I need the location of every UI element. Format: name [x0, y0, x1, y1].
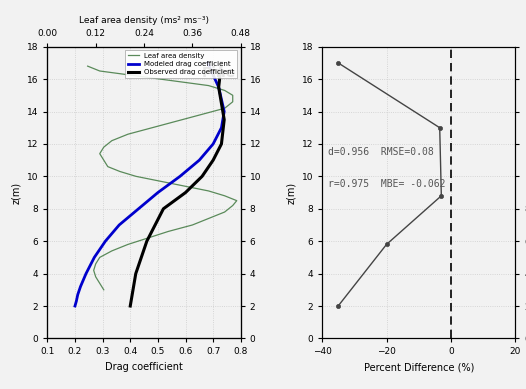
- Modeled drag coefficient: [102, 239, 108, 244]
- Leaf area density: [181, 184, 188, 188]
- Leaf area density: [100, 145, 107, 149]
- Observed drag coefficient: [221, 117, 227, 122]
- Modeled drag coefficient: [75, 293, 81, 297]
- Observed drag coefficient: [218, 142, 225, 146]
- Modeled drag coefficient: [83, 271, 89, 276]
- Leaf area density: [221, 88, 228, 93]
- Observed drag coefficient: [183, 190, 189, 195]
- Modeled drag coefficient: [135, 207, 141, 211]
- X-axis label: Percent Difference (%): Percent Difference (%): [363, 362, 474, 372]
- Leaf area density: [100, 158, 107, 163]
- Legend: Leaf area density, Modeled drag coefficient, Observed drag coefficient: Leaf area density, Modeled drag coeffici…: [125, 50, 237, 78]
- Leaf area density: [97, 255, 103, 260]
- Leaf area density: [173, 119, 179, 124]
- Leaf area density: [234, 198, 240, 203]
- Leaf area density: [105, 164, 111, 169]
- Leaf area density: [165, 229, 171, 234]
- Leaf area density: [133, 174, 139, 179]
- Leaf area density: [189, 223, 196, 227]
- Leaf area density: [221, 106, 228, 110]
- Leaf area density: [157, 179, 164, 184]
- Modeled drag coefficient: [116, 223, 123, 227]
- Leaf area density: [145, 236, 151, 240]
- Leaf area density: [93, 275, 99, 279]
- X-axis label: Drag coefficient: Drag coefficient: [105, 362, 183, 372]
- Text: d=0.956  RMSE=0.08: d=0.956 RMSE=0.08: [328, 147, 434, 157]
- Leaf area density: [109, 249, 115, 253]
- Modeled drag coefficient: [177, 174, 183, 179]
- Leaf area density: [221, 210, 228, 214]
- X-axis label: Leaf area density (ms² ms⁻³): Leaf area density (ms² ms⁻³): [79, 16, 209, 25]
- Leaf area density: [229, 93, 236, 98]
- Line: Observed drag coefficient: Observed drag coefficient: [130, 63, 224, 306]
- Leaf area density: [157, 77, 164, 81]
- Leaf area density: [205, 83, 211, 88]
- Leaf area density: [97, 151, 103, 156]
- Observed drag coefficient: [218, 61, 225, 65]
- Modeled drag coefficient: [73, 299, 79, 303]
- Modeled drag coefficient: [77, 284, 84, 289]
- Leaf area density: [88, 65, 95, 70]
- Leaf area density: [97, 281, 103, 286]
- Modeled drag coefficient: [210, 142, 216, 146]
- Leaf area density: [109, 138, 115, 143]
- Leaf area density: [93, 261, 99, 266]
- Leaf area density: [229, 100, 236, 104]
- Line: Modeled drag coefficient: Modeled drag coefficient: [75, 63, 224, 306]
- Leaf area density: [125, 132, 131, 137]
- Leaf area density: [133, 74, 139, 78]
- Leaf area density: [229, 203, 236, 208]
- Modeled drag coefficient: [72, 304, 78, 308]
- Modeled drag coefficient: [205, 61, 211, 65]
- Y-axis label: z(m): z(m): [11, 182, 21, 203]
- Leaf area density: [125, 242, 131, 247]
- Observed drag coefficient: [160, 207, 167, 211]
- Observed drag coefficient: [133, 271, 139, 276]
- Leaf area density: [109, 70, 115, 75]
- Leaf area density: [117, 169, 123, 174]
- Leaf area density: [90, 268, 97, 273]
- Modeled drag coefficient: [196, 158, 203, 163]
- Leaf area density: [205, 189, 211, 193]
- Leaf area density: [85, 64, 91, 68]
- Leaf area density: [97, 69, 103, 74]
- Modeled drag coefficient: [218, 125, 225, 130]
- Modeled drag coefficient: [216, 85, 222, 89]
- Y-axis label: z(m): z(m): [286, 182, 296, 203]
- Modeled drag coefficient: [91, 255, 97, 260]
- Leaf area density: [197, 112, 204, 117]
- Modeled drag coefficient: [221, 109, 227, 114]
- Observed drag coefficient: [144, 239, 150, 244]
- Observed drag coefficient: [210, 158, 216, 163]
- Leaf area density: [221, 193, 228, 198]
- Leaf area density: [205, 216, 211, 221]
- Modeled drag coefficient: [155, 190, 161, 195]
- Leaf area density: [100, 287, 107, 292]
- Leaf area density: [181, 80, 188, 85]
- Text: Pine: Pine: [201, 66, 236, 80]
- Observed drag coefficient: [199, 174, 205, 179]
- Line: Leaf area density: Leaf area density: [88, 66, 237, 290]
- Observed drag coefficient: [127, 304, 134, 308]
- Leaf area density: [149, 125, 155, 130]
- Observed drag coefficient: [216, 85, 222, 89]
- Text: r=0.975  MBE= -0.062: r=0.975 MBE= -0.062: [328, 179, 446, 189]
- Leaf area density: [93, 67, 99, 72]
